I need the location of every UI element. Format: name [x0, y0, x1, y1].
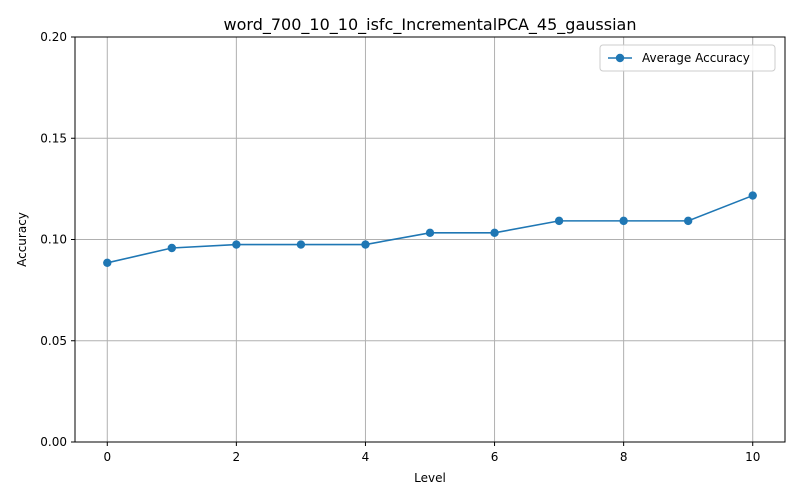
legend-label: Average Accuracy [642, 51, 750, 65]
x-tick-label: 6 [491, 450, 499, 464]
data-point [554, 216, 564, 226]
data-point [296, 240, 306, 249]
y-tick-label: 0.05 [40, 334, 67, 348]
y-tick-label: 0.15 [40, 131, 67, 145]
data-point [619, 216, 628, 226]
data-point [232, 240, 241, 249]
data-point [425, 228, 435, 238]
legend-marker-swatch [615, 53, 625, 63]
y-tick-label: 0.00 [40, 435, 67, 449]
chart-title: word_700_10_10_isfc_IncrementalPCA_45_ga… [224, 15, 637, 35]
legend-box [599, 44, 776, 72]
x-tick-label: 8 [620, 450, 628, 464]
data-point [361, 240, 370, 249]
data-point [683, 216, 693, 226]
x-axis-label: Level [414, 471, 446, 485]
y-axis-label: Accuracy [15, 212, 29, 267]
x-tick-label: 0 [103, 450, 111, 464]
axis-ticks: 0 2 4 6 8 10 0.00 0.05 0.10 0.15 0.20 [40, 30, 760, 464]
data-point [748, 191, 757, 200]
x-tick-label: 10 [745, 450, 760, 464]
data-point [103, 258, 112, 267]
x-tick-label: 2 [233, 450, 241, 464]
series-lines [103, 191, 757, 267]
data-point [167, 243, 177, 253]
x-tick-label: 4 [362, 450, 370, 464]
data-point [490, 228, 499, 238]
y-tick-label: 0.10 [40, 233, 67, 247]
y-tick-label: 0.20 [40, 30, 67, 44]
legend: Average Accuracy [599, 44, 776, 72]
